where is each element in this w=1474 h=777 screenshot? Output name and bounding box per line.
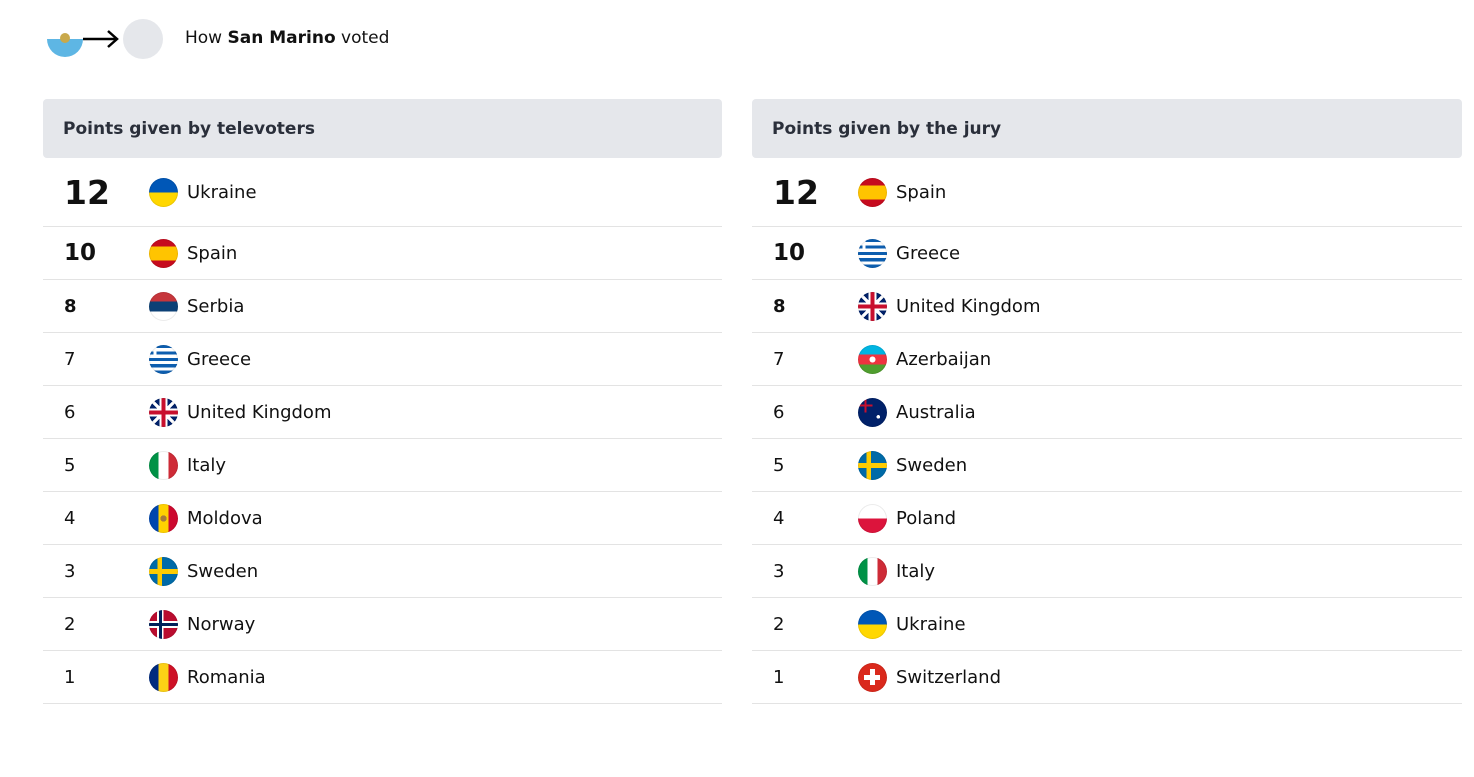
row: 4 Poland <box>752 492 1462 545</box>
flag <box>858 556 887 586</box>
flag <box>858 662 887 692</box>
flag <box>149 556 178 586</box>
points: 10 <box>773 240 806 266</box>
header: How San Marino voted <box>46 18 389 60</box>
table-title: Points given by televoters <box>43 99 722 158</box>
flag <box>149 662 178 692</box>
flag <box>149 238 178 268</box>
flag <box>858 344 887 374</box>
country: Sweden <box>187 560 259 582</box>
flag <box>858 609 887 639</box>
row: 7 Azerbaijan <box>752 333 1462 386</box>
flag <box>149 344 178 374</box>
points: 6 <box>773 401 785 423</box>
row: 1 Switzerland <box>752 651 1462 704</box>
row: 3 Italy <box>752 545 1462 598</box>
points: 4 <box>773 507 785 529</box>
flag <box>858 503 887 533</box>
points: 2 <box>773 613 785 635</box>
row: 1 Romania <box>43 651 722 704</box>
flag <box>858 397 887 427</box>
country: Italy <box>896 560 936 582</box>
header-icons <box>47 19 163 59</box>
country: Ukraine <box>187 181 257 203</box>
points: 4 <box>64 507 76 529</box>
country: Serbia <box>187 295 245 317</box>
row: 12 Ukraine <box>43 158 722 227</box>
televote-table: Points given by televoters 12 Ukraine 10 S… <box>43 99 722 704</box>
points: 5 <box>773 454 785 476</box>
points: 5 <box>64 454 76 476</box>
country: Sweden <box>896 454 968 476</box>
points: 3 <box>773 560 785 582</box>
country: United Kingdom <box>896 295 1041 317</box>
row: 12 Spain <box>752 158 1462 227</box>
points: 3 <box>64 560 76 582</box>
country: Romania <box>187 666 266 688</box>
points: 8 <box>64 295 77 317</box>
flag <box>858 238 887 268</box>
country: Greece <box>896 242 961 264</box>
country: Ukraine <box>896 613 966 635</box>
row: 2 Ukraine <box>752 598 1462 651</box>
row: 4 Moldova <box>43 492 722 545</box>
flag <box>858 450 887 480</box>
flag <box>149 397 178 427</box>
country: Norway <box>187 613 256 635</box>
row: 8 Serbia <box>43 280 722 333</box>
flag <box>149 291 178 321</box>
country: Spain <box>187 242 238 264</box>
country: Poland <box>896 507 957 529</box>
header-country: San Marino <box>227 28 336 48</box>
flag <box>858 291 887 321</box>
flag <box>149 609 178 639</box>
header-suffix: voted <box>341 28 390 48</box>
points: 12 <box>64 172 110 212</box>
row: 8 United Kingdom <box>752 280 1462 333</box>
flag <box>149 503 178 533</box>
points: 7 <box>773 348 785 370</box>
country: Spain <box>896 181 947 203</box>
points: 10 <box>64 240 97 266</box>
points: 12 <box>773 172 819 212</box>
country: Italy <box>187 454 227 476</box>
header-prefix: How <box>185 28 223 48</box>
flag <box>858 177 887 207</box>
points: 1 <box>64 666 76 688</box>
row: 10 Greece <box>752 227 1462 280</box>
points: 6 <box>64 401 76 423</box>
row: 5 Italy <box>43 439 722 492</box>
row: 5 Sweden <box>752 439 1462 492</box>
jury-table: Points given by the jury 12 Spain 10 Greec… <box>752 99 1462 704</box>
flag <box>149 177 178 207</box>
row: 3 Sweden <box>43 545 722 598</box>
country: Switzerland <box>896 666 1001 688</box>
country: Moldova <box>187 507 263 529</box>
country: Azerbaijan <box>896 348 992 370</box>
row: 6 Australia <box>752 386 1462 439</box>
country: Australia <box>896 401 976 423</box>
row: 10 Spain <box>43 227 722 280</box>
points: 1 <box>773 666 785 688</box>
row: 7 Greece <box>43 333 722 386</box>
row: 6 United Kingdom <box>43 386 722 439</box>
row: 2 Norway <box>43 598 722 651</box>
country: Greece <box>187 348 252 370</box>
flag <box>149 450 178 480</box>
table-title: Points given by the jury <box>752 99 1462 158</box>
points: 8 <box>773 295 786 317</box>
country: United Kingdom <box>187 401 332 423</box>
header-text: How San Marino voted <box>185 28 389 48</box>
points: 7 <box>64 348 76 370</box>
points: 2 <box>64 613 76 635</box>
